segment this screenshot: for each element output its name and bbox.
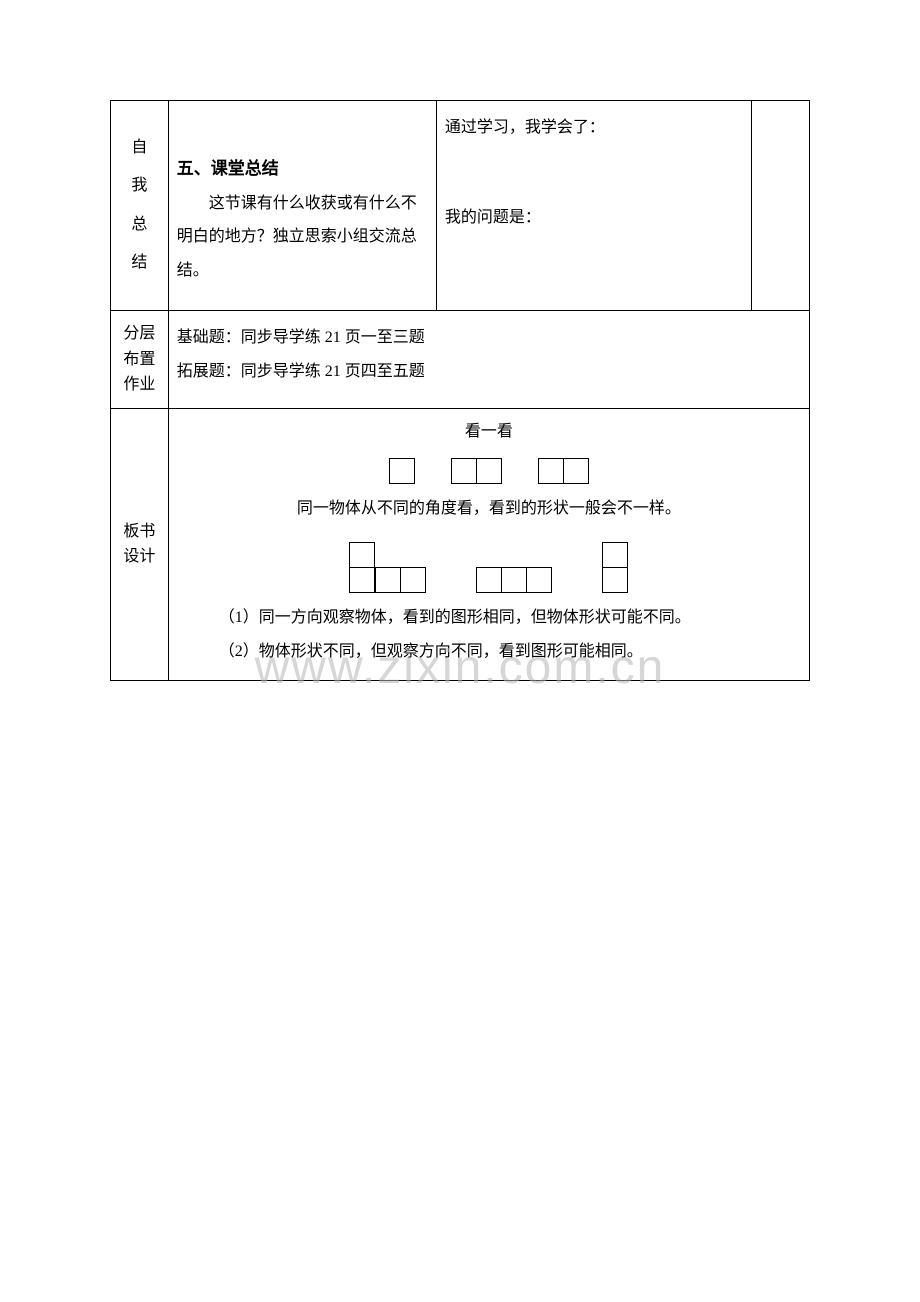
- homework-row: 分层 布置 作业 基础题：同步导学练 21 页一至三题 拓展题：同步导学练 21…: [111, 311, 810, 409]
- board-title: 看一看: [199, 415, 779, 449]
- summary-teacher-body: 这节课有什么收获或有什么不明白的地方？独立思索小组交流总结。: [177, 187, 428, 288]
- summary-label-char: 总: [131, 206, 147, 244]
- shape-1x2: [538, 458, 589, 484]
- shape-row-1: [199, 458, 779, 484]
- summary-blank-cell: [752, 101, 810, 311]
- shape-1x2: [451, 458, 502, 484]
- shape-l-over-3: [349, 542, 426, 593]
- board-content-cell: 看一看 同一物体从不同的角度看，看到的形状一般会不一样。: [168, 408, 809, 680]
- summary-label-char: 结: [131, 244, 147, 282]
- board-label-cell: 板书 设计: [111, 408, 169, 680]
- homework-label-line: 分层: [123, 321, 155, 347]
- summary-heading: 五、课堂总结: [177, 151, 428, 187]
- board-caption1: 同一物体从不同的角度看，看到的形状一般会不一样。: [199, 492, 779, 526]
- board-point2: （2）物体形状不同，但观察方向不同，看到图形可能相同。: [219, 635, 779, 669]
- board-row: 板书 设计 看一看 同一物体从不同的角度看，看到的形状一般会不一样。: [111, 408, 810, 680]
- summary-label-char: 我: [131, 167, 147, 205]
- board-point1: （1）同一方向观察物体，看到的图形相同，但物体形状可能不同。: [219, 601, 779, 635]
- homework-label-cell: 分层 布置 作业: [111, 311, 169, 409]
- summary-label-char: 自: [131, 129, 147, 167]
- shape-2x1: [602, 542, 628, 593]
- homework-label-line: 布置: [123, 347, 155, 373]
- homework-label-line: 作业: [123, 372, 155, 398]
- shape-row-2: [199, 542, 779, 593]
- homework-basic: 基础题：同步导学练 21 页一至三题: [177, 321, 801, 355]
- summary-label-cell: 自 我 总 结: [111, 101, 169, 311]
- homework-label: 分层 布置 作业: [115, 321, 164, 398]
- board-label: 板书 设计: [115, 419, 164, 670]
- board-label-line: 设计: [123, 544, 155, 570]
- summary-teacher-cell: 五、课堂总结 这节课有什么收获或有什么不明白的地方？独立思索小组交流总结。: [168, 101, 436, 311]
- summary-student-line2: 我的问题是：: [445, 201, 743, 235]
- homework-content-cell: 基础题：同步导学练 21 页一至三题 拓展题：同步导学练 21 页四至五题: [168, 311, 809, 409]
- summary-student-line1: 通过学习，我学会了：: [445, 111, 743, 145]
- summary-student-cell: 通过学习，我学会了： 我的问题是：: [436, 101, 751, 311]
- shape-single: [389, 458, 415, 484]
- summary-label: 自 我 总 结: [115, 111, 164, 300]
- board-label-line: 板书: [123, 519, 155, 545]
- summary-row: 自 我 总 结 五、课堂总结 这节课有什么收获或有什么不明白的地方？独立思索小组…: [111, 101, 810, 311]
- homework-extend: 拓展题：同步导学练 21 页四至五题: [177, 355, 801, 389]
- shape-1x3: [476, 567, 552, 593]
- lesson-table: 自 我 总 结 五、课堂总结 这节课有什么收获或有什么不明白的地方？独立思索小组…: [110, 100, 810, 681]
